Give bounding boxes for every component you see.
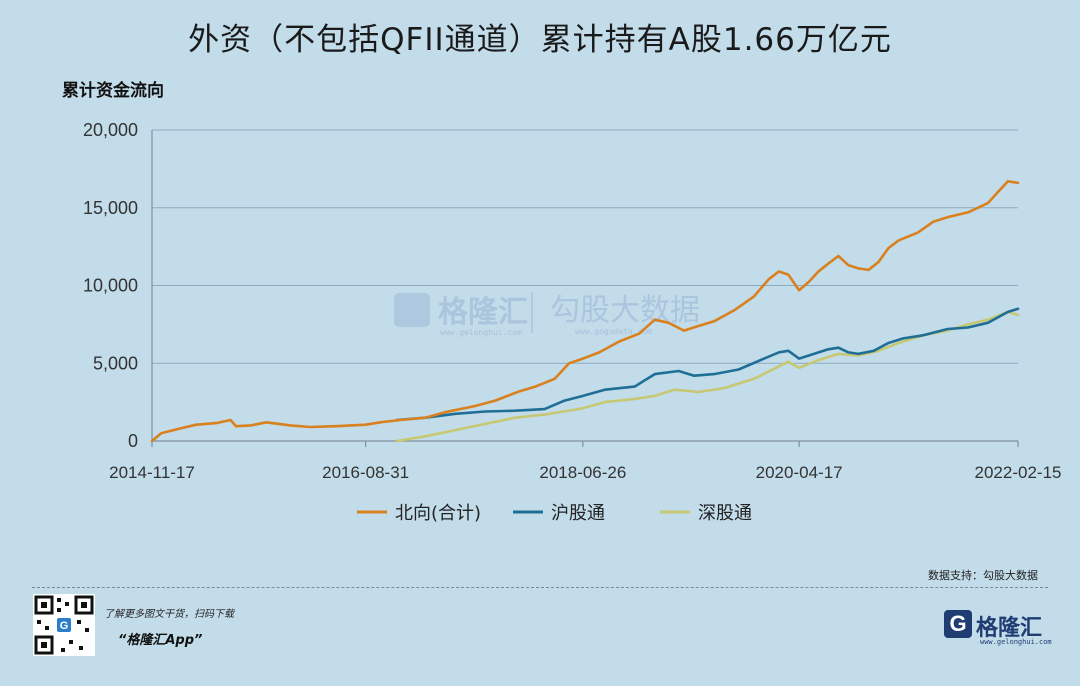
y-tick-label: 10,000 xyxy=(83,276,138,296)
brand-g-icon: G xyxy=(944,610,972,638)
x-tick-label: 2014-11-17 xyxy=(109,463,195,482)
watermark-logo-icon xyxy=(394,293,430,327)
y-tick-label: 20,000 xyxy=(83,120,138,140)
legend: 北向(合计) 沪股通 深股通 xyxy=(357,503,752,524)
watermark: 格隆汇 www.gelonghui.com 勾股大数据 www.gogudata… xyxy=(394,292,700,337)
brand-logo: G 格隆汇 www.gelonghui.com xyxy=(944,608,1052,648)
x-tick-label: 2022-02-15 xyxy=(975,463,1062,482)
qr-code-icon[interactable]: G xyxy=(33,594,95,656)
watermark-data-url: www.gogudata.com xyxy=(575,327,652,336)
promo-app-name: “格隆汇App” xyxy=(118,633,203,648)
watermark-brand: 格隆汇 xyxy=(438,295,528,330)
x-tick-label: 2016-08-31 xyxy=(322,463,409,482)
y-tick-label: 0 xyxy=(128,431,138,451)
brand-name: 格隆汇 xyxy=(976,616,1043,641)
y-axis-label: 累计资金流向 xyxy=(62,81,164,101)
y-tick-label: 15,000 xyxy=(83,198,138,218)
promo-text: 了解更多图文干货，扫码下载 xyxy=(104,609,234,620)
axes: 0 5,000 10,000 15,000 20,000 2014-11-17 2016-0… xyxy=(83,120,1062,482)
brand-url: www.gelonghui.com xyxy=(980,638,1052,646)
watermark-data-brand: 勾股大数据 xyxy=(550,293,700,328)
x-tick-label: 2020-04-17 xyxy=(756,463,843,482)
series-line-0 xyxy=(150,180,1020,443)
data-source: 数据支持：勾股大数据 xyxy=(928,569,1038,582)
y-tick-label: 5,000 xyxy=(93,353,138,373)
svg-text:G: G xyxy=(60,620,69,632)
series-group xyxy=(150,180,1020,443)
series-line-1 xyxy=(395,307,1020,422)
legend-label: 沪股通 xyxy=(551,503,605,524)
grid xyxy=(152,129,1018,364)
legend-label: 深股通 xyxy=(698,503,752,524)
x-tick-label: 2018-06-26 xyxy=(539,463,626,482)
legend-label: 北向(合计) xyxy=(395,503,481,524)
chart-title: 外资（不包括QFII通道）累计持有A股1.66万亿元 xyxy=(188,22,892,58)
line-chart: 格隆汇 www.gelonghui.com 勾股大数据 www.gogudata… xyxy=(83,120,1062,524)
watermark-brand-url: www.gelonghui.com xyxy=(440,328,522,337)
footer-divider xyxy=(32,587,1048,588)
